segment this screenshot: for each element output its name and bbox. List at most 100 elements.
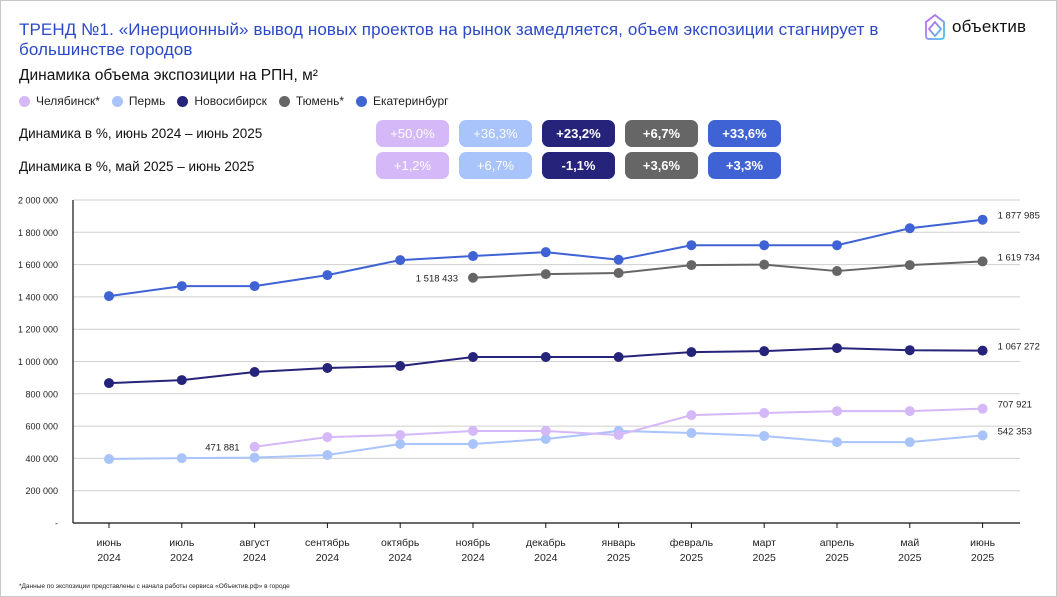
data-point [468, 251, 478, 262]
dynamics-monthly-label: Динамика в %, май 2025 – июнь 2025 [19, 159, 255, 174]
data-point [832, 266, 842, 277]
x-tick-label-year: 2024 [534, 552, 558, 564]
badge-perm: +36,3% [459, 120, 532, 147]
legend-label: Тюмень* [295, 94, 344, 108]
data-point [468, 425, 478, 436]
data-point [759, 430, 770, 441]
y-tick-label: 800 000 [25, 389, 58, 399]
data-point [759, 259, 770, 270]
data-label: 1 518 433 [416, 273, 458, 284]
x-tick-label-month: апрель [820, 537, 855, 549]
x-tick-label-year: 2024 [461, 552, 485, 564]
badge-tyumen: +6,7% [625, 120, 698, 147]
data-label: 707 921 [998, 400, 1032, 411]
data-point [977, 214, 988, 225]
legend-label: Новосибирск [194, 94, 267, 108]
data-point [540, 247, 551, 258]
legend-dot-icon [356, 95, 367, 107]
data-label: 471 881 [205, 442, 239, 453]
x-tick-label-year: 2024 [389, 552, 413, 564]
legend-dot-icon [278, 95, 290, 107]
legend-label: Екатеринбург [373, 94, 449, 108]
data-point [977, 345, 988, 356]
data-point [104, 291, 114, 302]
brand-logo: объектив [924, 12, 1026, 42]
y-tick-label: 600 000 [25, 422, 58, 432]
data-point [904, 260, 915, 271]
badge-chelyabinsk: +1,2% [376, 152, 449, 179]
x-tick-label-year: 2025 [898, 552, 922, 564]
data-point [540, 351, 551, 362]
data-point [613, 429, 624, 440]
x-tick-label-month: июль [169, 537, 195, 549]
data-point [322, 362, 333, 373]
data-point [322, 432, 333, 443]
legend-label: Пермь [128, 94, 166, 108]
y-tick-label: 1 800 000 [18, 228, 58, 238]
logo-text: объектив [952, 17, 1027, 36]
data-point [613, 267, 624, 278]
x-tick-label-month: февраль [670, 537, 714, 549]
data-label: 542 353 [998, 426, 1032, 437]
legend-dot-icon [177, 95, 189, 107]
chart-legend: Челябинск* Пермь Новосибирск Тюмень* Ека… [19, 94, 451, 108]
data-point [832, 240, 842, 251]
data-point [249, 441, 260, 452]
legend-item-tyumen: Тюмень* [278, 94, 344, 108]
page-title: ТРЕНД №1. «Инерционный» вывод новых прое… [19, 20, 879, 59]
data-point [904, 406, 915, 417]
dynamics-monthly-badges: +1,2% +6,7% -1,1% +3,6% +3,3% [376, 152, 781, 179]
data-label: 1 877 985 [998, 211, 1040, 222]
y-tick-label: 1 600 000 [18, 260, 58, 270]
x-tick-label-year: 2024 [316, 552, 340, 564]
data-point [686, 240, 697, 251]
x-tick-label-month: октябрь [381, 537, 420, 549]
badge-novosibirsk: -1,1% [542, 152, 615, 179]
x-tick-label-year: 2025 [753, 552, 777, 564]
data-point [540, 425, 551, 436]
data-point [395, 439, 406, 450]
data-point [468, 351, 478, 362]
x-tick-label-month: сентябрь [305, 537, 350, 549]
footnote: *Данные по экспозиции представлены с нач… [19, 583, 290, 590]
legend-item-chelyabinsk: Челябинск* [19, 94, 100, 108]
x-tick-label-month: ноябрь [456, 537, 491, 549]
badge-chelyabinsk: +50,0% [376, 120, 449, 147]
legend-item-ekaterinburg: Екатеринбург [356, 94, 449, 108]
data-point [249, 281, 260, 292]
x-tick-label-year: 2025 [607, 552, 631, 564]
data-point [395, 255, 406, 266]
data-point [249, 452, 260, 463]
data-point [468, 272, 478, 283]
data-point [176, 375, 187, 386]
data-point [395, 361, 406, 372]
badge-perm: +6,7% [459, 152, 532, 179]
data-label: 1 619 734 [998, 252, 1040, 263]
data-point [686, 410, 697, 421]
legend-dot-icon [19, 95, 30, 107]
y-tick-label: 200 000 [25, 486, 58, 496]
data-point [468, 439, 478, 450]
data-point [904, 223, 915, 234]
x-tick-label-month: август [239, 537, 270, 549]
data-point [540, 434, 551, 445]
data-point [759, 346, 770, 357]
data-point [977, 430, 988, 441]
x-tick-label-year: 2024 [243, 552, 267, 564]
badge-ekaterinburg: +33,6% [708, 120, 781, 147]
legend-item-perm: Пермь [111, 94, 166, 108]
x-tick-label-year: 2024 [97, 552, 121, 564]
legend-dot-icon [111, 95, 123, 107]
data-point [904, 437, 915, 448]
y-tick-label: 400 000 [25, 454, 58, 464]
x-tick-label-year: 2025 [971, 552, 995, 564]
data-point [686, 347, 697, 358]
y-tick-label: 1 400 000 [18, 292, 58, 302]
data-point [104, 454, 114, 465]
chart-subtitle: Динамика объема экспозиции на РПН, м² [19, 67, 318, 84]
data-point [977, 403, 988, 414]
data-point [176, 453, 187, 464]
data-point [395, 429, 406, 440]
logo-icon [925, 14, 945, 40]
data-point [249, 366, 260, 377]
